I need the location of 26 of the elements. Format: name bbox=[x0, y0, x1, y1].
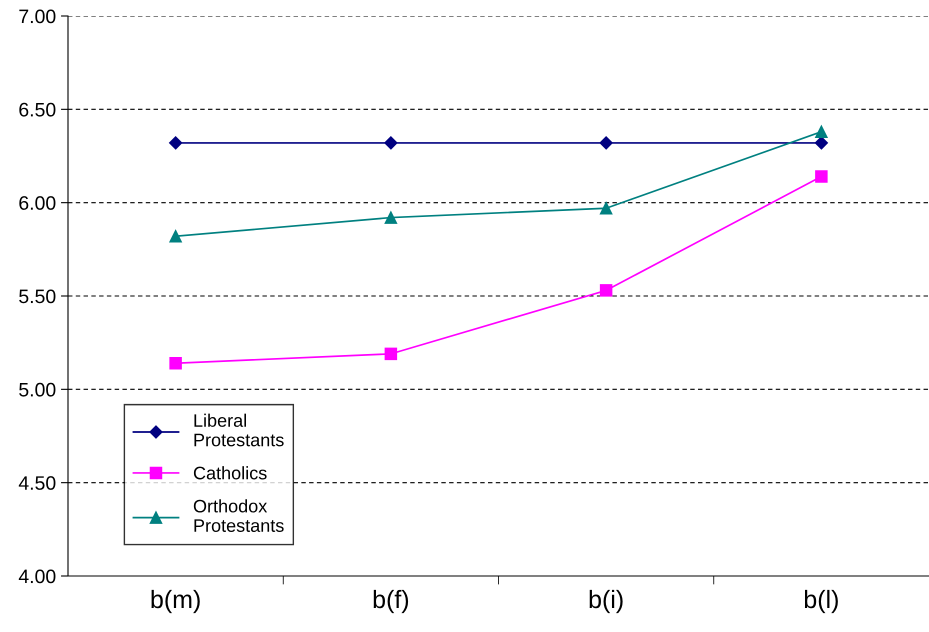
point bbox=[169, 230, 182, 243]
point bbox=[169, 136, 182, 150]
legend-label: Liberal Protestants bbox=[194, 414, 284, 446]
point bbox=[814, 136, 828, 150]
point bbox=[815, 125, 828, 138]
point bbox=[384, 211, 398, 224]
x-tick-label: b(i) bbox=[590, 590, 623, 614]
x-tick-label: b(f) bbox=[374, 590, 408, 614]
y-tick-label: 5.00 bbox=[19, 382, 56, 397]
y-tick-label: 6.00 bbox=[19, 196, 56, 210]
point bbox=[600, 136, 613, 150]
point bbox=[384, 136, 398, 150]
y-tick-label: 6.50 bbox=[19, 102, 56, 117]
point bbox=[169, 356, 182, 370]
point bbox=[815, 170, 828, 183]
x-tick-label: b(l) bbox=[804, 590, 838, 614]
y-tick-label: 4.50 bbox=[18, 476, 56, 490]
y-tick-label: 7.00 bbox=[19, 9, 56, 24]
y-tick-label: 4.00 bbox=[18, 569, 56, 584]
legend-label: Orthodox Protestants bbox=[194, 499, 284, 532]
point bbox=[600, 284, 612, 297]
legend-label: Catholics bbox=[194, 466, 267, 480]
x-tick-label: b(m) bbox=[152, 590, 200, 614]
y-tick-label: 5.50 bbox=[19, 289, 56, 304]
point bbox=[384, 348, 398, 360]
point bbox=[600, 202, 612, 215]
